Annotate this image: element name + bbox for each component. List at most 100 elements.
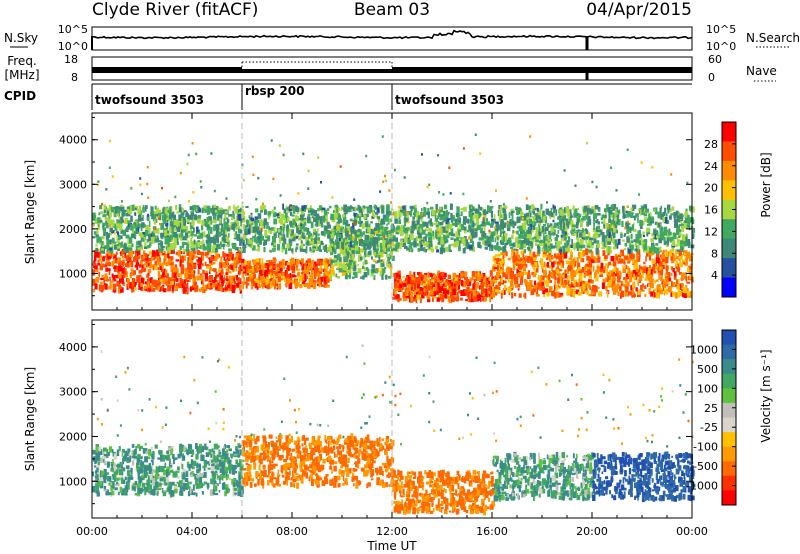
power-cell (565, 280, 567, 286)
power-cell (588, 284, 591, 289)
power-cell (620, 249, 624, 257)
beam-title: Beam 03 (354, 0, 430, 20)
power-cell (202, 289, 206, 294)
power-cell (523, 218, 528, 225)
power-cell (572, 288, 576, 292)
power-cell (597, 221, 600, 225)
power-cell (322, 245, 325, 250)
power-cell (284, 238, 287, 245)
power-cell (388, 240, 391, 243)
power-cell (382, 273, 385, 276)
power-cell (465, 239, 469, 246)
power-cell (255, 229, 259, 233)
power-cell (442, 283, 445, 287)
power-cell (248, 215, 251, 218)
power-cell (123, 211, 126, 217)
power-cell (562, 222, 565, 230)
power-cell (423, 293, 426, 297)
power-cell (541, 284, 545, 289)
power-cell (214, 256, 218, 262)
power-cell (542, 241, 545, 247)
power-cell (502, 246, 507, 253)
power-cell (230, 265, 234, 270)
power-cell (590, 289, 595, 295)
power-cell (192, 204, 196, 211)
power-cell (214, 247, 219, 253)
power-cell (595, 276, 598, 279)
power-cell (395, 274, 398, 279)
power-cell (249, 270, 253, 274)
power-cell (676, 236, 679, 244)
power-cell (265, 270, 269, 274)
power-cell (386, 214, 389, 222)
power-cell (319, 249, 323, 252)
power-cell (330, 265, 332, 269)
power-cell (646, 246, 649, 254)
power-cell (133, 255, 136, 259)
power-cell (388, 219, 391, 222)
power-cell (310, 268, 313, 274)
power-cell (555, 269, 557, 276)
power-cell (548, 242, 551, 248)
power-cell (560, 258, 564, 265)
power-cell (203, 205, 207, 211)
power-cell (115, 251, 118, 255)
power-cell (458, 280, 461, 285)
power-cell (347, 237, 352, 241)
power-cell (106, 238, 109, 242)
power-cell (277, 271, 281, 274)
power-cell (146, 274, 149, 278)
power-cell (678, 211, 681, 216)
power-cell (161, 262, 164, 269)
power-cell (389, 267, 393, 271)
power-cell (471, 220, 475, 228)
power-cell (196, 275, 200, 281)
power-cell (155, 285, 158, 290)
power-cell (140, 234, 144, 238)
power-cell (516, 250, 519, 258)
power-cell (576, 237, 579, 241)
power-cell (116, 237, 120, 244)
nsky-panel: N.Sky 10^5 10^0 10^5 10^0 N.Search (4, 23, 800, 53)
power-cell (194, 286, 197, 293)
power-cell (249, 265, 254, 273)
power-cell (650, 269, 653, 275)
power-cell (599, 230, 603, 233)
power-cell (393, 288, 397, 295)
power-cell (498, 269, 503, 275)
power-cell (109, 232, 113, 236)
power-cell (314, 270, 318, 277)
power-cell (204, 251, 207, 256)
power-cell (480, 224, 484, 227)
power-cell (299, 235, 303, 238)
power-cell (529, 213, 532, 218)
power-cell (597, 271, 599, 275)
power-cell (457, 231, 460, 237)
power-cell (140, 260, 143, 267)
power-cell (215, 274, 217, 279)
power-cell (367, 239, 369, 243)
power-cell (163, 254, 167, 259)
power-cell (427, 279, 431, 285)
power-cell (207, 236, 212, 241)
power-cell (363, 266, 366, 272)
power-cell (180, 212, 183, 217)
power-cell (570, 273, 572, 279)
power-cell (455, 231, 459, 237)
power-cell (655, 207, 658, 214)
power-cell (295, 248, 297, 253)
power-cell (324, 209, 328, 216)
power-cell (268, 278, 271, 283)
power-cell (573, 247, 576, 251)
power-cell (442, 242, 445, 248)
power-cell (531, 208, 534, 212)
power-cell (483, 211, 486, 214)
power-cell (454, 221, 458, 228)
power-cell (505, 251, 508, 257)
power-cell (652, 264, 656, 271)
power-cell (211, 208, 214, 214)
power-cell (520, 250, 523, 255)
power-cell (136, 223, 141, 227)
power-cell (377, 267, 380, 273)
nave-tick-top: 60 (708, 53, 722, 66)
